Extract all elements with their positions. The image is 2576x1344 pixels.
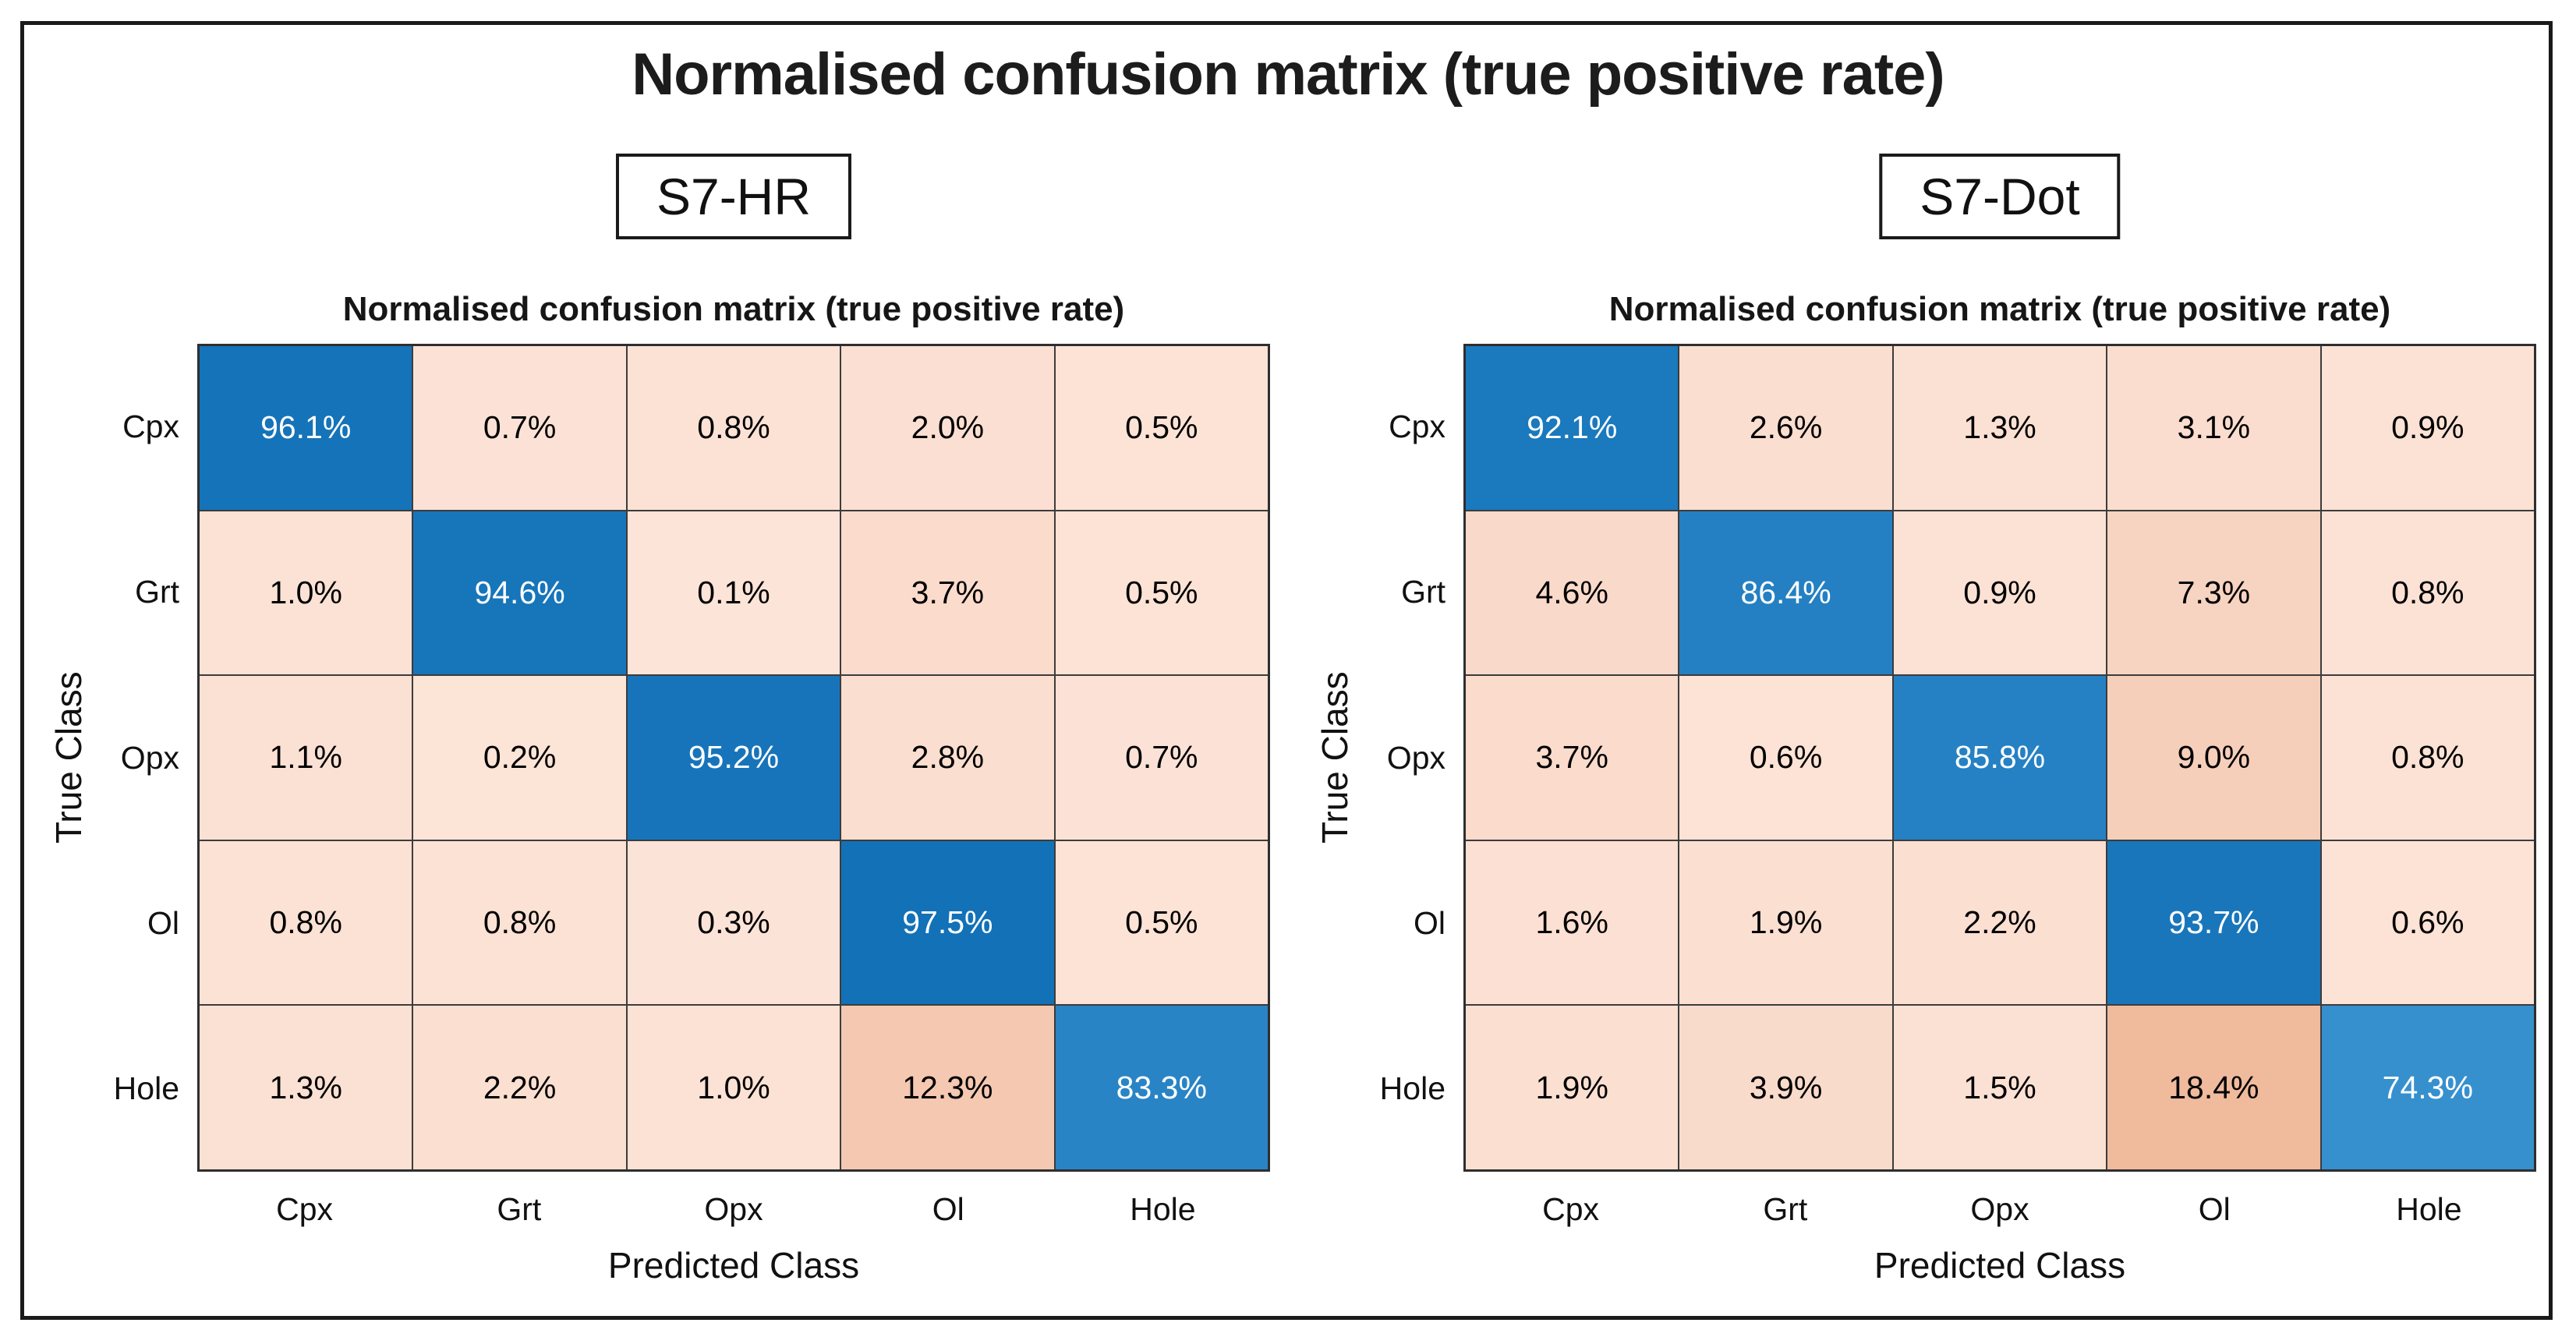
- matrix-cell: 3.9%: [1679, 1006, 1892, 1169]
- matrix-cell: 2.6%: [1679, 346, 1892, 510]
- matrix-cell-diagonal: 93.7%: [2107, 840, 2320, 1005]
- x-tick-labels: Cpx Grt Opx Ol Hole: [197, 1185, 1270, 1233]
- matrix-cell-diagonal: 74.3%: [2321, 1006, 2534, 1169]
- matrix-cell: 1.1%: [200, 676, 412, 840]
- matrix-cell-diagonal: 92.1%: [1466, 346, 1679, 510]
- matrix-cell-diagonal: 94.6%: [413, 511, 626, 675]
- matrix-cell: 0.9%: [1893, 511, 2107, 675]
- matrix-cell: 0.9%: [2321, 346, 2534, 510]
- matrix-cell: 0.5%: [1055, 840, 1268, 1005]
- panel-s7-dot: S7-Dot Normalised confusion matrix (true…: [1288, 0, 2576, 1344]
- matrix-cell: 3.1%: [2107, 346, 2320, 510]
- main-title: Normalised confusion matrix (true positi…: [632, 41, 1945, 108]
- matrix-cell: 1.9%: [1679, 840, 1892, 1005]
- matrix-cell: 0.8%: [2321, 676, 2534, 840]
- matrix-cell: 1.0%: [627, 1006, 840, 1169]
- matrix-cell: 1.6%: [1466, 840, 1679, 1005]
- y-tick-label: Hole: [1379, 1070, 1445, 1107]
- panel-subtitle: Normalised confusion matrix (true positi…: [1608, 290, 2391, 328]
- matrix-cell: 18.4%: [2107, 1006, 2320, 1169]
- matrix-cell: 0.8%: [413, 840, 626, 1005]
- matrix-cell-diagonal: 95.2%: [627, 676, 840, 840]
- matrix-cell-diagonal: 83.3%: [1055, 1006, 1268, 1169]
- matrix-cell: 4.6%: [1466, 511, 1679, 675]
- matrix-cell-diagonal: 97.5%: [841, 840, 1054, 1005]
- matrix-cell: 0.5%: [1055, 346, 1268, 510]
- x-tick-label: Hole: [2396, 1190, 2462, 1227]
- matrix-cell: 0.2%: [413, 676, 626, 840]
- matrix-cell-diagonal: 86.4%: [1679, 511, 1892, 675]
- matrix-cell: 0.6%: [2321, 840, 2534, 1005]
- confusion-matrix-grid: 92.1% 2.6% 1.3% 3.1% 0.9% 4.6% 86.4% 0.9% 7.3% 0.…: [1463, 344, 2536, 1172]
- y-tick-label: Ol: [147, 904, 179, 941]
- confusion-matrix-grid: 96.1% 0.7% 0.8% 2.0% 0.5% 1.0% 94.6% 0.1% 3.7% 0.…: [197, 344, 1270, 1172]
- x-tick-label: Ol: [2198, 1190, 2231, 1227]
- matrix-cell: 9.0%: [2107, 676, 2320, 840]
- x-axis-label: Predicted Class: [1874, 1245, 2126, 1286]
- matrix-cell: 3.7%: [841, 511, 1054, 675]
- matrix-cell: 12.3%: [841, 1006, 1054, 1169]
- matrix-cell: 0.3%: [627, 840, 840, 1005]
- panel-badge-s7-hr: S7-HR: [615, 154, 852, 239]
- matrix-cell: 1.3%: [200, 1006, 412, 1169]
- matrix-cell: 2.2%: [1893, 840, 2107, 1005]
- x-tick-label: Opx: [704, 1190, 763, 1227]
- matrix-cell: 2.0%: [841, 346, 1054, 510]
- matrix-cell: 0.8%: [200, 840, 412, 1005]
- matrix-cell: 0.5%: [1055, 511, 1268, 675]
- matrix-cell: 0.8%: [627, 346, 840, 510]
- panel-badge-s7-dot: S7-Dot: [1879, 154, 2121, 239]
- x-tick-label: Opx: [1970, 1190, 2029, 1227]
- y-tick-label: Opx: [120, 739, 179, 776]
- x-tick-label: Grt: [497, 1190, 542, 1227]
- x-tick-label: Ol: [932, 1190, 964, 1227]
- matrix-cell: 7.3%: [2107, 511, 2320, 675]
- y-tick-label: Opx: [1386, 739, 1445, 776]
- y-tick-label: Cpx: [1389, 408, 1445, 444]
- x-tick-label: Cpx: [1542, 1190, 1600, 1227]
- matrix-cell: 0.6%: [1679, 676, 1892, 840]
- figure-border: [20, 21, 2553, 1320]
- y-tick-labels: Cpx Grt Opx Ol Hole: [23, 344, 179, 1172]
- matrix-cell-diagonal: 96.1%: [200, 346, 412, 510]
- y-tick-label: Ol: [1414, 904, 1445, 941]
- x-axis-label: Predicted Class: [607, 1245, 860, 1286]
- matrix-cell: 1.0%: [200, 511, 412, 675]
- matrix-cell: 0.8%: [2321, 511, 2534, 675]
- matrix-cell: 1.5%: [1893, 1006, 2107, 1169]
- matrix-cell-diagonal: 85.8%: [1893, 676, 2107, 840]
- matrix-cell: 3.7%: [1466, 676, 1679, 840]
- x-tick-label: Grt: [1763, 1190, 1808, 1227]
- x-tick-label: Cpx: [276, 1190, 334, 1227]
- matrix-cell: 1.3%: [1893, 346, 2107, 510]
- matrix-cell: 0.1%: [627, 511, 840, 675]
- y-tick-labels: Cpx Grt Opx Ol Hole: [1290, 344, 1445, 1172]
- y-tick-label: Grt: [1401, 574, 1445, 610]
- y-tick-label: Hole: [113, 1070, 179, 1107]
- x-tick-label: Hole: [1130, 1190, 1196, 1227]
- matrix-cell: 2.2%: [413, 1006, 626, 1169]
- matrix-cell: 1.9%: [1466, 1006, 1679, 1169]
- y-tick-label: Cpx: [122, 408, 179, 444]
- panel-s7-hr: S7-HR Normalised confusion matrix (true …: [23, 154, 1270, 1286]
- panel-subtitle: Normalised confusion matrix (true positi…: [342, 290, 1125, 328]
- y-tick-label: Grt: [135, 574, 179, 610]
- matrix-cell: 0.7%: [1055, 676, 1268, 840]
- matrix-cell: 2.8%: [841, 676, 1054, 840]
- matrix-cell: 0.7%: [413, 346, 626, 510]
- x-tick-labels: Cpx Grt Opx Ol Hole: [1463, 1185, 2536, 1233]
